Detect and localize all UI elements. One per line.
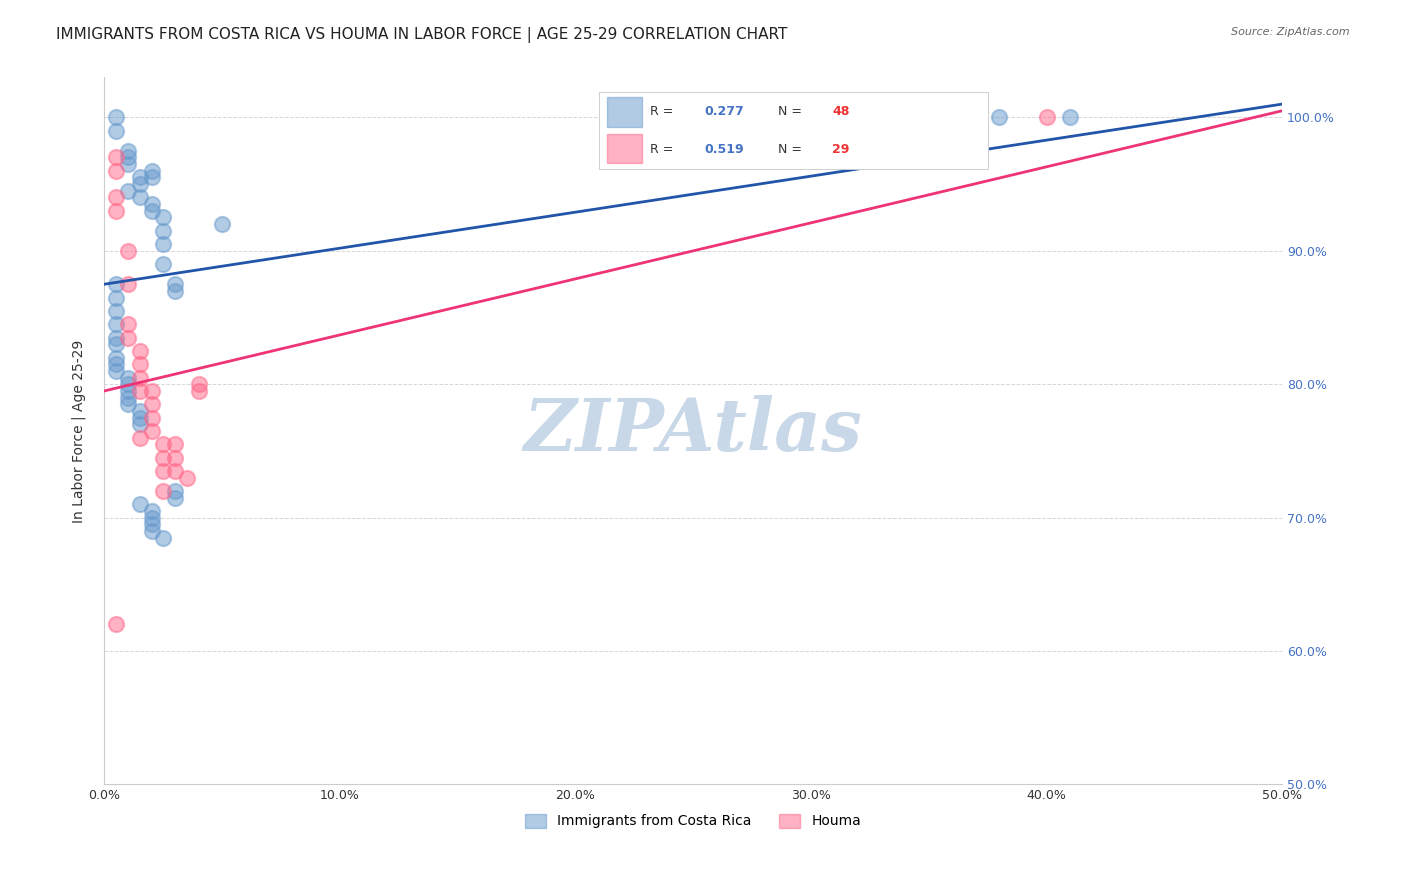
Houma bbox=[128, 431, 150, 445]
Immigrants from Costa Rica bbox=[117, 151, 139, 165]
Immigrants from Costa Rica bbox=[128, 177, 150, 191]
Immigrants from Costa Rica bbox=[165, 491, 187, 505]
Immigrants from Costa Rica bbox=[141, 517, 163, 532]
Houma bbox=[187, 384, 209, 398]
Houma bbox=[152, 437, 174, 451]
Houma bbox=[128, 370, 150, 384]
Immigrants from Costa Rica bbox=[141, 510, 163, 524]
Immigrants from Costa Rica bbox=[128, 410, 150, 425]
Immigrants from Costa Rica bbox=[165, 277, 187, 292]
Houma bbox=[105, 617, 128, 632]
Houma bbox=[152, 464, 174, 478]
Immigrants from Costa Rica bbox=[105, 304, 128, 318]
Immigrants from Costa Rica bbox=[128, 404, 150, 418]
Houma bbox=[105, 190, 128, 204]
Legend: Immigrants from Costa Rica, Houma: Immigrants from Costa Rica, Houma bbox=[520, 808, 866, 834]
Houma bbox=[165, 464, 187, 478]
Immigrants from Costa Rica bbox=[152, 237, 174, 252]
Immigrants from Costa Rica bbox=[105, 337, 128, 351]
Houma bbox=[128, 357, 150, 371]
Immigrants from Costa Rica bbox=[165, 483, 187, 498]
Immigrants from Costa Rica bbox=[105, 111, 128, 125]
Immigrants from Costa Rica bbox=[165, 284, 187, 298]
Immigrants from Costa Rica bbox=[117, 377, 139, 392]
Houma bbox=[141, 410, 163, 425]
Houma bbox=[117, 330, 139, 344]
Immigrants from Costa Rica bbox=[152, 257, 174, 271]
Houma bbox=[141, 397, 163, 411]
Immigrants from Costa Rica bbox=[105, 357, 128, 371]
Houma bbox=[117, 244, 139, 258]
Immigrants from Costa Rica bbox=[141, 524, 163, 538]
Immigrants from Costa Rica bbox=[105, 277, 128, 292]
Houma bbox=[117, 277, 139, 292]
Houma bbox=[165, 437, 187, 451]
Immigrants from Costa Rica bbox=[141, 197, 163, 211]
Immigrants from Costa Rica bbox=[988, 111, 1011, 125]
Houma bbox=[187, 377, 209, 392]
Immigrants from Costa Rica bbox=[117, 157, 139, 171]
Immigrants from Costa Rica bbox=[141, 170, 163, 185]
Text: Source: ZipAtlas.com: Source: ZipAtlas.com bbox=[1232, 27, 1350, 37]
Immigrants from Costa Rica bbox=[682, 111, 704, 125]
Houma bbox=[152, 450, 174, 465]
Immigrants from Costa Rica bbox=[152, 531, 174, 545]
Immigrants from Costa Rica bbox=[105, 330, 128, 344]
Houma bbox=[141, 384, 163, 398]
Immigrants from Costa Rica bbox=[117, 397, 139, 411]
Houma bbox=[165, 450, 187, 465]
Houma bbox=[152, 483, 174, 498]
Immigrants from Costa Rica bbox=[117, 370, 139, 384]
Immigrants from Costa Rica bbox=[128, 417, 150, 432]
Immigrants from Costa Rica bbox=[141, 203, 163, 218]
Immigrants from Costa Rica bbox=[211, 217, 233, 231]
Immigrants from Costa Rica bbox=[105, 317, 128, 331]
Houma bbox=[105, 203, 128, 218]
Immigrants from Costa Rica bbox=[141, 504, 163, 518]
Y-axis label: In Labor Force | Age 25-29: In Labor Force | Age 25-29 bbox=[72, 339, 86, 523]
Immigrants from Costa Rica bbox=[128, 190, 150, 204]
Immigrants from Costa Rica bbox=[128, 497, 150, 511]
Immigrants from Costa Rica bbox=[105, 351, 128, 365]
Houma bbox=[176, 470, 198, 484]
Text: IMMIGRANTS FROM COSTA RICA VS HOUMA IN LABOR FORCE | AGE 25-29 CORRELATION CHART: IMMIGRANTS FROM COSTA RICA VS HOUMA IN L… bbox=[56, 27, 787, 43]
Immigrants from Costa Rica bbox=[152, 224, 174, 238]
Immigrants from Costa Rica bbox=[128, 170, 150, 185]
Houma bbox=[105, 151, 128, 165]
Immigrants from Costa Rica bbox=[152, 211, 174, 225]
Houma bbox=[141, 424, 163, 438]
Immigrants from Costa Rica bbox=[105, 364, 128, 378]
Immigrants from Costa Rica bbox=[117, 391, 139, 405]
Immigrants from Costa Rica bbox=[117, 144, 139, 158]
Houma bbox=[105, 163, 128, 178]
Houma bbox=[128, 384, 150, 398]
Immigrants from Costa Rica bbox=[141, 163, 163, 178]
Immigrants from Costa Rica bbox=[117, 184, 139, 198]
Immigrants from Costa Rica bbox=[105, 124, 128, 138]
Immigrants from Costa Rica bbox=[105, 291, 128, 305]
Houma bbox=[128, 343, 150, 358]
Houma bbox=[1035, 111, 1057, 125]
Immigrants from Costa Rica bbox=[117, 384, 139, 398]
Text: ZIPAtlas: ZIPAtlas bbox=[524, 395, 863, 467]
Houma bbox=[117, 317, 139, 331]
Immigrants from Costa Rica bbox=[1059, 111, 1081, 125]
